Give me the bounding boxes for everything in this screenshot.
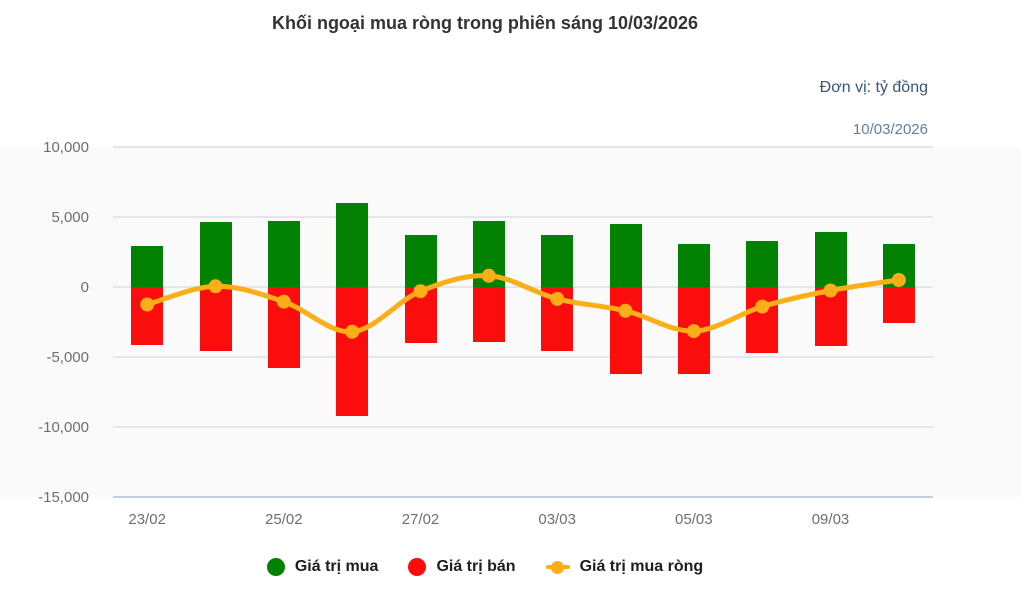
- date-label: 10/03/2026: [852, 121, 928, 138]
- y-tick-label: 10,000: [43, 139, 89, 156]
- y-tick-label: -10,000: [38, 419, 89, 436]
- gridline: [113, 146, 933, 148]
- unit-label: Đơn vị: tỷ đồng: [819, 79, 928, 96]
- buy-bar[interactable]: [541, 235, 574, 287]
- net-point[interactable]: [755, 299, 770, 314]
- y-tick-label: -15,000: [38, 489, 89, 506]
- legend: Giá trị mua Giá trị bán Giá trị mua ròng: [0, 551, 970, 583]
- x-tick-label: 09/03: [811, 511, 850, 528]
- net-line: [144, 273, 902, 335]
- buy-bar[interactable]: [267, 221, 300, 287]
- net-point[interactable]: [823, 283, 838, 298]
- y-tick-label: 5,000: [51, 209, 89, 226]
- buy-circle-icon: [266, 558, 285, 576]
- net-point[interactable]: [276, 294, 291, 309]
- net-point[interactable]: [891, 273, 906, 287]
- chart-title: Khối ngoại mua ròng trong phiên sáng 10/…: [271, 13, 699, 33]
- net-point[interactable]: [208, 279, 223, 294]
- y-tick-label: 0: [80, 279, 89, 296]
- gridline: [113, 356, 933, 358]
- x-tick-label: 27/02: [401, 511, 440, 528]
- sell-bar[interactable]: [882, 287, 915, 324]
- legend-item-net[interactable]: Giá trị mua ròng: [545, 558, 704, 576]
- buy-bar[interactable]: [746, 240, 779, 287]
- net-line-layer: [140, 268, 906, 339]
- buy-bar[interactable]: [814, 231, 847, 287]
- legend-item-buy[interactable]: Giá trị mua: [266, 558, 379, 576]
- net-point[interactable]: [550, 291, 565, 306]
- plot-background-band: [0, 147, 1021, 497]
- legend-label: Giá trị bán: [436, 558, 516, 575]
- x-tick-label: 25/02: [265, 511, 303, 528]
- buy-bar[interactable]: [677, 244, 710, 287]
- gridline: [113, 426, 933, 428]
- net-point[interactable]: [618, 303, 633, 318]
- sell-bar[interactable]: [609, 287, 642, 374]
- sell-circle-icon: [408, 558, 427, 576]
- x-tick-label: 23/02: [128, 511, 166, 528]
- sell-bar[interactable]: [472, 287, 505, 343]
- buy-bar[interactable]: [199, 221, 232, 287]
- net-point[interactable]: [481, 268, 496, 283]
- net-point[interactable]: [345, 324, 360, 339]
- net-point[interactable]: [140, 297, 155, 312]
- sell-bar[interactable]: [336, 287, 369, 416]
- legend-label: Giá trị mua ròng: [579, 558, 704, 575]
- buy-bar[interactable]: [609, 224, 642, 287]
- x-axis-line: [113, 496, 933, 498]
- sell-bar[interactable]: [199, 287, 232, 352]
- net-point[interactable]: [686, 324, 701, 339]
- buy-bar[interactable]: [131, 246, 164, 287]
- net-point[interactable]: [413, 284, 428, 299]
- sell-bar[interactable]: [131, 287, 164, 346]
- sell-bar[interactable]: [746, 287, 779, 353]
- gridline: [113, 216, 933, 218]
- y-tick-label: -5,000: [46, 349, 89, 366]
- x-tick-label: 05/03: [675, 511, 713, 528]
- plot-area: [113, 146, 933, 498]
- legend-item-sell[interactable]: Giá trị bán: [408, 558, 516, 576]
- x-tick-label: 03/03: [538, 511, 576, 528]
- buy-bar[interactable]: [336, 203, 369, 287]
- buy-bar[interactable]: [404, 235, 437, 287]
- net-line-icon: [545, 558, 570, 576]
- legend-label: Giá trị mua: [294, 558, 379, 575]
